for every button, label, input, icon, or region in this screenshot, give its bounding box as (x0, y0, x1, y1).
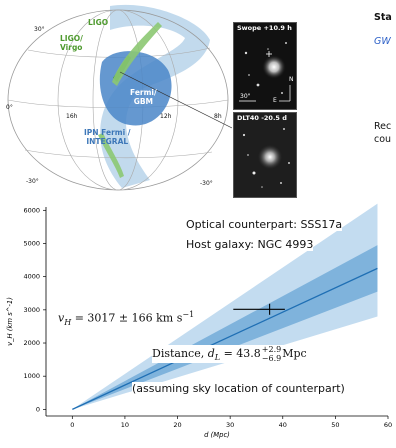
counterpart-label: Optical counterpart: (186, 218, 297, 231)
x-tick-label: 30 (226, 421, 234, 429)
counterpart-annotation: Optical counterpart: SSS17a (186, 218, 343, 231)
ligo-region-lower (98, 133, 124, 178)
x-tick-label: 10 (121, 421, 129, 429)
y-tick-label: 2000 (23, 339, 40, 347)
ligo-label: LIGO (88, 18, 109, 27)
sky-localization-map (7, 4, 232, 191)
grid-label-dec-minus30-right: -30° (200, 180, 213, 187)
ipn-region (100, 4, 210, 189)
grid-label-dec-0: 0° (6, 104, 13, 111)
host-label: Host galaxy: (186, 238, 254, 251)
ligo-virgo-label: LIGO/ Virgo (60, 34, 83, 52)
side-subheading: GW (374, 36, 391, 47)
swope-image-stamp: Swope +10.9 h 30" N E (233, 22, 297, 110)
grid-label-ra-16h: 16h (66, 113, 78, 120)
vh-exponent: −1 (182, 310, 195, 319)
distance-label: Distance, (152, 347, 205, 360)
dlt40-image-stamp: DLT40 -20.5 d DLT40 -20.5 d (233, 112, 297, 198)
grid-label-ra-12h: 12h (160, 113, 172, 120)
x-tick-label: 50 (331, 421, 339, 429)
hubble-velocity-annotation: vH = 3017 ± 166 km s−1 (58, 310, 194, 327)
x-tick-label: 20 (173, 421, 181, 429)
x-tick-label: 60 (384, 421, 392, 429)
y-tick-label: 6000 (23, 206, 40, 214)
ligo-region-upper (112, 22, 162, 86)
y-tick-label: 0 (36, 405, 40, 413)
x-tick-label: 40 (279, 421, 287, 429)
y-tick-label: 3000 (23, 306, 40, 314)
hubble-relation-line (72, 267, 378, 410)
counterpart-value: SSS17a (300, 218, 343, 231)
y-tick-label: 4000 (23, 273, 40, 281)
grid-label-dec-30: 30° (34, 26, 45, 33)
distance-upper-error: +2.9 (261, 345, 282, 354)
host-annotation: Host galaxy: NGC 4993 (186, 238, 314, 251)
y-tick-label: 1000 (23, 372, 40, 380)
vh-subscript: H (64, 317, 72, 327)
grid-label-ra-8h: 8h (214, 113, 222, 120)
distance-annotation: Distance, dL = 43.8 +2.9 −6.9 Mpc (152, 345, 307, 363)
vh-value: = 3017 ± 166 km s (74, 311, 183, 325)
hubble-diagram: 0 10 20 30 40 50 60 0 1000 2000 3000 4000 5000 6000 d … (6, 203, 392, 439)
grid-label-dec-minus30-left: -30° (26, 178, 39, 185)
assumption-note: (assuming sky location of counterpart) (132, 382, 345, 395)
y-tick-label: 5000 (23, 239, 40, 247)
swope-stamp-title: Swope +10.9 h (237, 24, 292, 32)
vh-symbol: v (58, 311, 65, 325)
distance-lower-error: −6.9 (261, 354, 282, 363)
x-tick-label: 0 (70, 421, 74, 429)
fermi-gbm-region (99, 51, 172, 126)
side-text-line-2: cou (374, 134, 392, 145)
y-axis-label: v_H (km s^-1) (6, 297, 14, 346)
ipn-label: IPN Fermi / INTEGRAL (84, 128, 131, 146)
swope-scale-label: 30" (240, 93, 251, 100)
side-text-line-1: Rec (374, 121, 392, 132)
distance-subscript: L (214, 353, 221, 363)
distance-symbol: d (207, 347, 215, 360)
fermi-gbm-label: Fermi/ GBM (130, 88, 157, 106)
north-label: N (289, 76, 294, 83)
east-label: E (273, 97, 277, 104)
x-axis-label: d (Mpc) (204, 431, 230, 439)
dlt40-stamp-title-overlay: DLT40 -20.5 d (237, 114, 287, 122)
host-value: NGC 4993 (257, 238, 314, 251)
distance-unit: Mpc (282, 347, 307, 360)
distance-value: = 43.8 (223, 347, 261, 360)
side-heading: Sta (374, 12, 392, 23)
